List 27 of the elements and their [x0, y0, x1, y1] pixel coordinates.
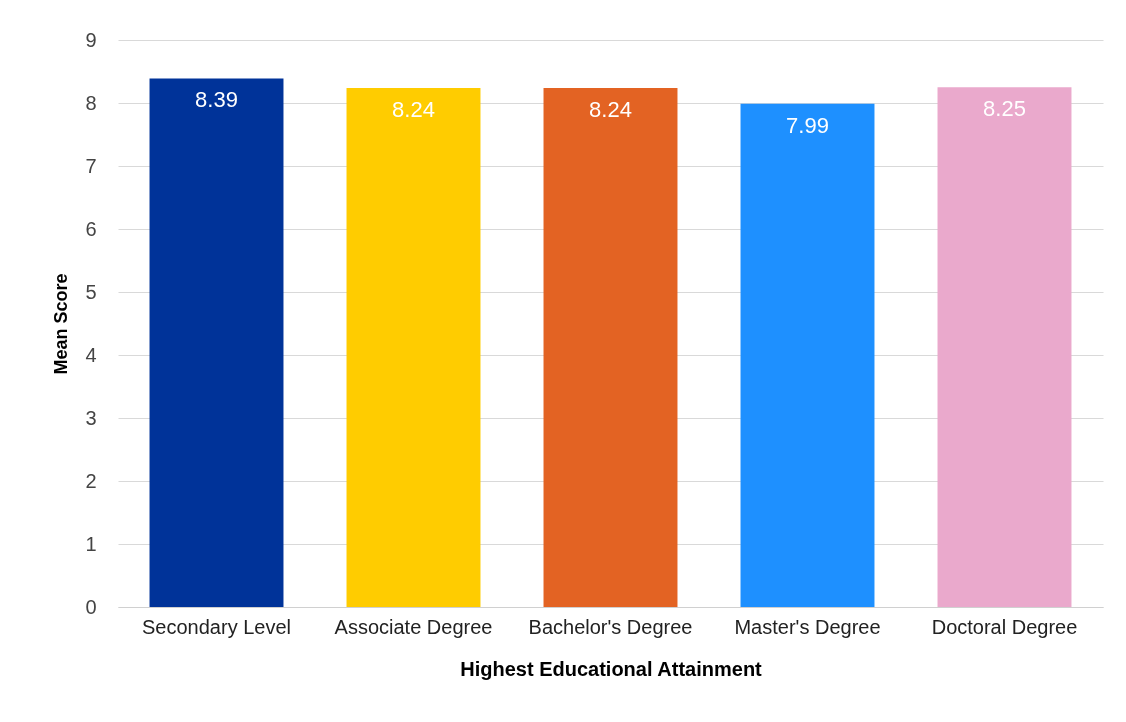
y-tick-label: 1 [85, 532, 97, 555]
y-tick-label: 3 [85, 406, 97, 429]
x-tick-label: Associate Degree [334, 615, 493, 638]
bar [149, 78, 284, 607]
y-tick-label: 6 [85, 217, 97, 240]
data-label: 8.25 [983, 96, 1026, 122]
bar [346, 87, 481, 607]
x-tick-label: Doctoral Degree [931, 615, 1078, 638]
x-tick-label: Master's Degree [734, 615, 881, 638]
bar [740, 103, 875, 607]
x-tick-label: Bachelor's Degree [528, 615, 693, 638]
y-tick-label: 4 [85, 343, 97, 366]
y-tick-label: 8 [85, 91, 97, 114]
data-label: 8.24 [589, 96, 632, 122]
y-tick-label: 7 [85, 154, 97, 177]
bar [937, 87, 1072, 607]
y-axis-title: Mean Score [51, 273, 72, 375]
data-label: 8.24 [392, 96, 435, 122]
data-label: 8.39 [195, 87, 238, 113]
bar [543, 87, 678, 607]
data-label: 7.99 [786, 112, 829, 138]
y-tick-label: 5 [85, 280, 97, 303]
y-tick-label: 9 [85, 28, 97, 51]
y-tick-label: 0 [85, 595, 97, 618]
x-axis-title: Highest Educational Attainment [460, 657, 763, 680]
y-tick-label: 2 [85, 469, 97, 492]
x-tick-label: Secondary Level [142, 615, 291, 638]
